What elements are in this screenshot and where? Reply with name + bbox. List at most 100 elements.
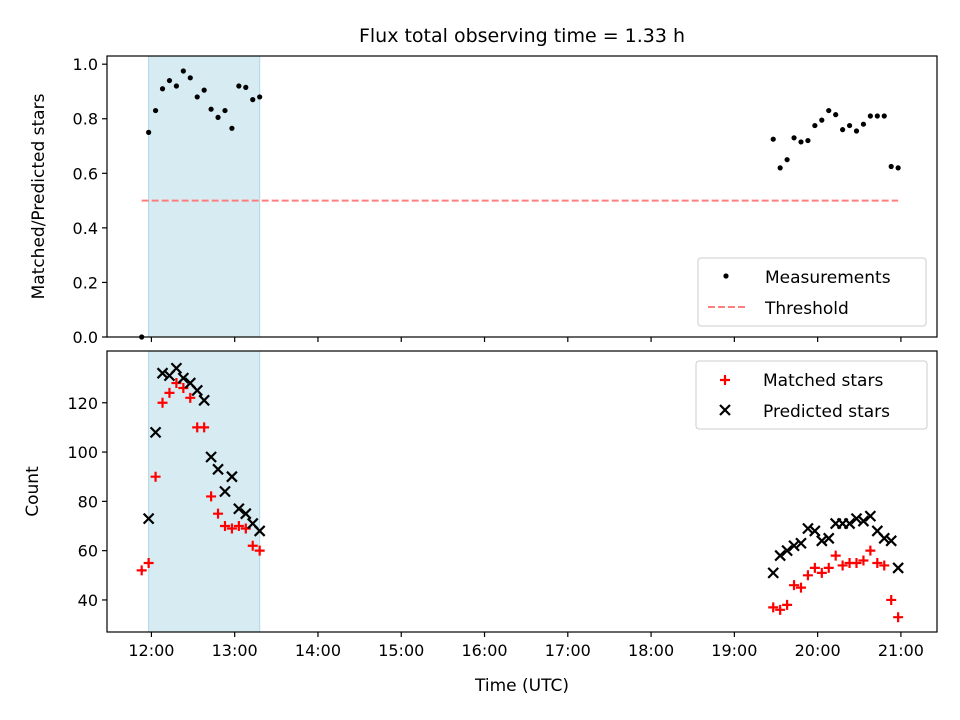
matched-star-point — [795, 582, 806, 593]
y-tick-label: 1.0 — [73, 55, 98, 74]
axes-frame — [106, 350, 938, 633]
predicted-star-point — [822, 532, 835, 545]
predicted-star-point — [878, 532, 891, 545]
matched-star-point — [206, 491, 217, 502]
matched-star-point — [213, 508, 224, 519]
y-axis-label: Count — [23, 466, 43, 517]
matched-star-point — [872, 557, 883, 568]
legend-label: Threshold — [764, 299, 849, 319]
y-tick-label: 80 — [78, 492, 98, 511]
x-tick-label: 19:00 — [711, 641, 757, 660]
predicted-star-point — [240, 507, 252, 520]
measurement-point — [833, 112, 839, 118]
y-axis-label: Matched/Predicted stars — [29, 93, 49, 299]
predicted-star-point — [885, 535, 897, 547]
matched-star-point — [837, 560, 848, 571]
measurement-point — [201, 87, 207, 93]
x-tick-label: 12:00 — [128, 641, 174, 660]
predicted-star-point — [156, 367, 169, 379]
measurement-point — [888, 163, 894, 170]
matched-star-point — [858, 555, 869, 566]
x-tick-label: 18:00 — [628, 641, 674, 660]
matched-star-point — [157, 397, 168, 408]
matched-star-point — [247, 540, 258, 551]
measurement-point — [215, 114, 221, 120]
matched-star-point — [830, 550, 841, 561]
legend-box — [697, 257, 927, 327]
x-tick-label: 21:00 — [878, 641, 924, 660]
measurement-point — [895, 165, 901, 171]
measurement-point — [187, 75, 193, 81]
matched-star-point — [893, 612, 904, 623]
measurement-point — [840, 127, 846, 133]
predicted-star-point — [781, 544, 793, 557]
matched-star-point — [199, 422, 210, 433]
predicted-star-point — [253, 525, 266, 537]
x-tick-label: 14:00 — [295, 641, 341, 660]
predicted-star-point — [170, 362, 183, 375]
y-tick-label: 60 — [78, 542, 98, 561]
predicted-star-point — [205, 451, 217, 463]
observing-window-span — [148, 55, 261, 338]
predicted-star-point — [233, 502, 245, 515]
matched-star-point — [143, 557, 154, 568]
predicted-star-point — [864, 510, 877, 522]
predicted-star-point — [788, 539, 800, 552]
predicted-star-point — [857, 515, 870, 527]
legend-box — [695, 360, 928, 430]
matched-star-point — [865, 545, 876, 556]
x-tick-label: 15:00 — [378, 641, 424, 660]
measurement-point — [222, 107, 228, 114]
predicted-star-point — [142, 512, 155, 525]
matched-star-point — [233, 521, 244, 532]
predicted-star-point — [809, 525, 821, 537]
matched-star-point — [768, 602, 779, 613]
predicted-star-point — [226, 470, 238, 483]
legend-matched-marker — [720, 375, 730, 385]
measurement-point — [777, 165, 783, 171]
measurement-point — [250, 97, 256, 103]
measurement-point — [194, 94, 200, 100]
matched-star-point — [886, 594, 897, 605]
observing-window-span — [148, 350, 261, 633]
measurement-point — [805, 137, 811, 144]
matched-star-point — [254, 545, 265, 556]
measurement-point — [229, 125, 235, 131]
y-tick-label: 40 — [78, 591, 98, 610]
measurement-point — [173, 83, 179, 89]
y-tick-label: 0.6 — [73, 164, 98, 183]
measurement-point — [146, 129, 152, 135]
measurement-point — [784, 157, 790, 163]
measurement-point — [826, 107, 832, 114]
matched-star-point — [150, 471, 161, 482]
measurement-point — [819, 117, 825, 123]
measurement-point — [208, 106, 214, 112]
legend-predicted-marker — [719, 404, 731, 416]
measurement-point — [243, 84, 249, 90]
measurement-point — [770, 136, 776, 142]
matched-star-point — [775, 604, 786, 615]
legend-label: Matched stars — [763, 371, 883, 391]
matched-star-point — [164, 387, 175, 398]
matched-star-point — [851, 557, 862, 568]
measurement-point — [159, 86, 166, 92]
matched-star-point — [219, 521, 230, 532]
matched-star-point — [136, 565, 147, 576]
legend-measurement-marker — [723, 273, 729, 279]
predicted-star-point — [149, 426, 162, 439]
x-tick-label: 20:00 — [795, 641, 841, 660]
matched-star-point — [789, 580, 800, 591]
measurement-point — [860, 121, 867, 127]
matched-star-point — [185, 392, 196, 403]
measurement-point — [812, 122, 818, 129]
predicted-star-point — [212, 463, 224, 476]
predicted-star-point — [191, 384, 203, 397]
y-tick-label: 120 — [67, 394, 98, 413]
matched-star-point — [802, 570, 813, 581]
measurement-point — [152, 107, 159, 114]
axes-frame — [106, 55, 938, 338]
ratio-panel: 0.0 0.2 0.4 0.6 0.8 1.0 Matched/Predicted star… — [29, 55, 938, 347]
y-tick-label: 100 — [67, 443, 98, 462]
measurement-point — [853, 128, 860, 134]
